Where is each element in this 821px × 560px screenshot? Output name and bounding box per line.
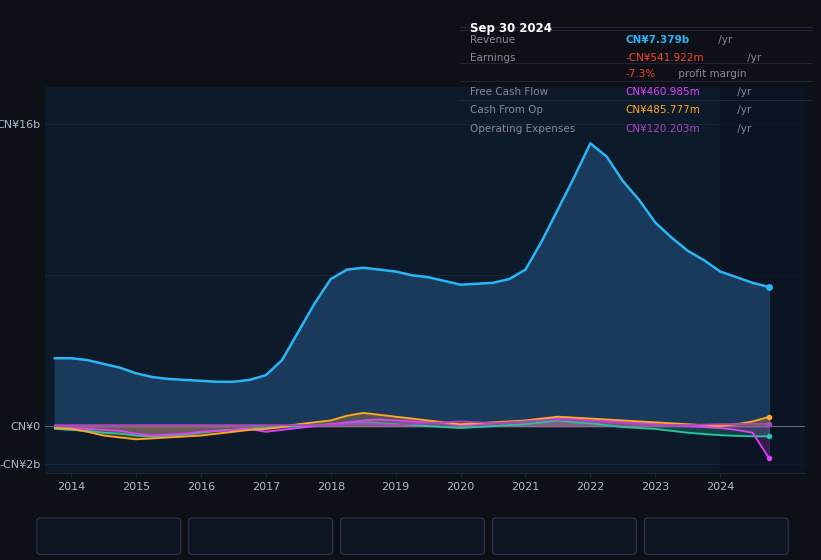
Text: /yr: /yr <box>745 53 762 63</box>
Text: /yr: /yr <box>735 105 752 115</box>
Text: ●: ● <box>55 531 63 541</box>
Text: CN¥460.985m: CN¥460.985m <box>626 86 700 96</box>
Text: -CN¥541.922m: -CN¥541.922m <box>626 53 704 63</box>
Text: ●: ● <box>663 531 671 541</box>
Text: ●: ● <box>359 531 367 541</box>
Text: CN¥485.777m: CN¥485.777m <box>626 105 700 115</box>
Text: /yr: /yr <box>735 86 752 96</box>
Text: /yr: /yr <box>735 124 752 134</box>
Text: Free Cash Flow: Free Cash Flow <box>470 86 548 96</box>
Text: Free Cash Flow: Free Cash Flow <box>378 531 456 541</box>
Text: Operating Expenses: Operating Expenses <box>681 531 787 541</box>
Text: CN¥7.379b: CN¥7.379b <box>626 35 690 45</box>
Text: Operating Expenses: Operating Expenses <box>470 124 576 134</box>
Text: Cash From Op: Cash From Op <box>530 531 603 541</box>
Text: Sep 30 2024: Sep 30 2024 <box>470 22 553 35</box>
Text: ●: ● <box>511 531 519 541</box>
Text: Earnings: Earnings <box>470 53 516 63</box>
Text: ●: ● <box>207 531 215 541</box>
Text: Earnings: Earnings <box>226 531 271 541</box>
Text: profit margin: profit margin <box>675 69 746 80</box>
Text: CN¥120.203m: CN¥120.203m <box>626 124 700 134</box>
Text: /yr: /yr <box>714 35 732 45</box>
Text: Revenue: Revenue <box>74 531 119 541</box>
Text: Cash From Op: Cash From Op <box>470 105 544 115</box>
Text: -7.3%: -7.3% <box>626 69 656 80</box>
Bar <box>720 87 805 473</box>
Text: Revenue: Revenue <box>470 35 516 45</box>
